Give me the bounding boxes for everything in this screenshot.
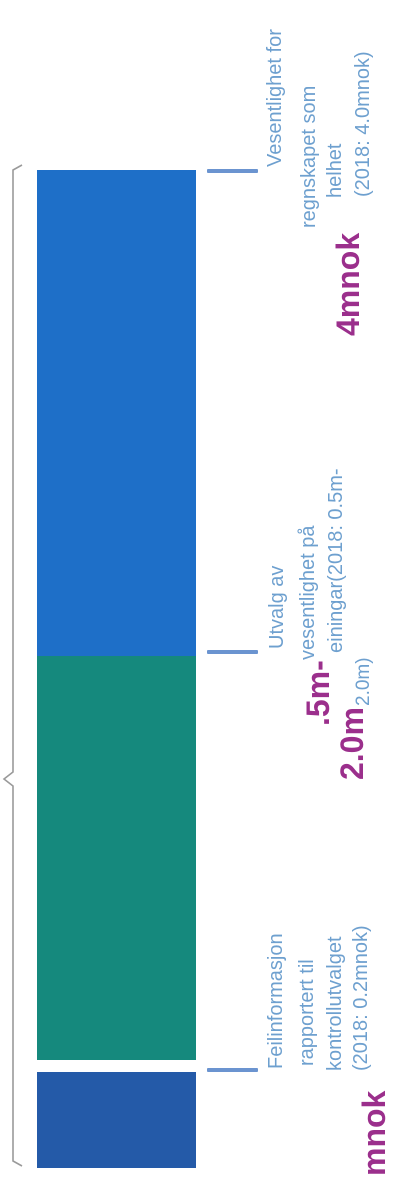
bottom-label-line-1: Feilinformasjon xyxy=(265,933,287,1069)
segment-overall-materiality xyxy=(37,170,196,656)
middle-amount-part2: 2.0m xyxy=(334,707,370,780)
middle-label-line-2: vesentlighet på xyxy=(297,525,319,660)
tick-marker-bottom xyxy=(207,1068,258,1072)
segment-reporting-threshold xyxy=(37,1072,196,1168)
bottom-amount: mnok xyxy=(356,1090,392,1176)
bottom-label-line-4: (2018: 0.2mnok) xyxy=(350,925,372,1071)
middle-label-tail: 2.0m) xyxy=(353,657,374,706)
left-bracket xyxy=(2,164,23,1167)
top-label-line-2: regnskapet som xyxy=(298,85,320,228)
middle-label-line-1: Utvalg av xyxy=(266,565,288,649)
top-amount: 4mnok xyxy=(330,232,366,336)
top-label-line-3: helhet xyxy=(324,143,346,199)
top-label-line-1: Vesentlighet for xyxy=(264,29,286,167)
middle-label-line-3: einingar(2018: 0.5m- xyxy=(325,468,347,653)
tick-marker-middle xyxy=(207,650,258,654)
middle-amount-part1: .5m- xyxy=(300,660,336,726)
tick-marker-top xyxy=(207,169,258,173)
bottom-label-line-2: rapportert til xyxy=(296,959,318,1066)
top-label-line-4: (2018: 4.0mnok) xyxy=(352,51,374,197)
segment-component-materiality xyxy=(37,656,196,1060)
bottom-label-line-3: kontrollutvalget xyxy=(324,936,346,1071)
